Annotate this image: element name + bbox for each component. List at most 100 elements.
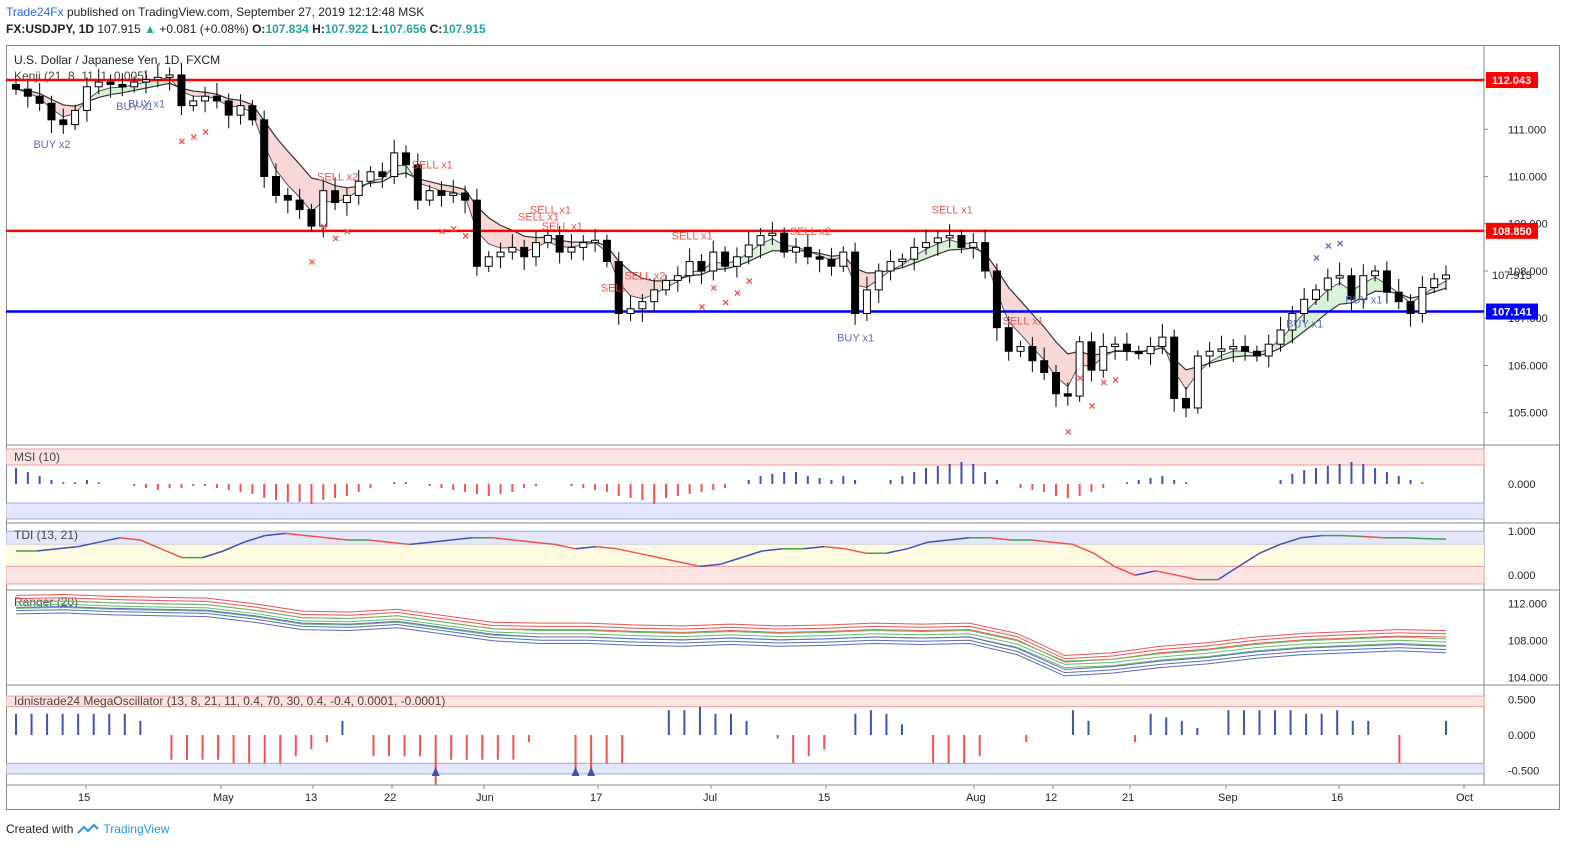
tdi-mid-band xyxy=(6,544,1484,567)
candle-up xyxy=(910,246,919,260)
tdi-line-segment xyxy=(222,541,245,552)
buy-signal-label: BUY x1 xyxy=(1345,295,1382,307)
level-price-tag xyxy=(1486,72,1538,89)
candle-up xyxy=(732,256,741,267)
chart-svg[interactable]: U.S. Dollar / Japanese Yen, 1D, FXCMKenj… xyxy=(5,45,1560,810)
tdi-line-segment xyxy=(451,537,473,541)
candle-up xyxy=(862,289,871,314)
msi-lower-band xyxy=(5,502,1485,520)
chart-area[interactable]: U.S. Dollar / Japanese Yen, 1D, FXCM Kenj… xyxy=(5,45,1560,810)
candle-up xyxy=(685,261,694,277)
candle-up xyxy=(933,237,942,244)
candle-down xyxy=(1252,350,1261,357)
time-tick-label: 15 xyxy=(818,792,830,804)
candle-up xyxy=(969,242,978,248)
tdi-line-segment xyxy=(57,545,79,550)
tdi-line-segment xyxy=(202,550,224,559)
ranger-line xyxy=(15,600,1447,662)
candle-down xyxy=(1134,350,1143,355)
time-tick-label: Oct xyxy=(1456,792,1473,804)
candle-down xyxy=(1028,346,1037,362)
osc-buy-triangle xyxy=(431,766,440,777)
candle-up xyxy=(390,152,399,178)
tdi-line-segment xyxy=(575,545,597,550)
sell-cross-marker: × xyxy=(178,135,185,149)
sell-cross-marker: × xyxy=(734,286,741,300)
candle-down xyxy=(1170,336,1179,399)
candle-down xyxy=(827,258,836,267)
level-price-label: 107.141 xyxy=(1492,307,1532,319)
time-tick-label: 12 xyxy=(1045,792,1057,804)
price-tick-label: 105.000 xyxy=(1508,408,1548,420)
sell-cross-marker: × xyxy=(450,222,457,236)
osc-tick-label: -0.500 xyxy=(1508,765,1539,777)
cloud-segment-up xyxy=(689,238,820,276)
candle-down xyxy=(272,176,280,196)
tdi-line-segment xyxy=(1404,537,1426,540)
candle-up xyxy=(839,251,848,267)
author-link[interactable]: Trade24Fx xyxy=(6,5,64,19)
sell-signal-label: SELL x1 xyxy=(932,205,973,217)
tdi-title: TDI (13, 21) xyxy=(14,528,78,542)
candle-down xyxy=(697,261,706,272)
candle-up xyxy=(1359,275,1368,300)
osc-upper-band xyxy=(5,695,1485,708)
tdi-line-segment xyxy=(554,543,576,550)
sell-cross-marker: × xyxy=(698,300,705,314)
candle-up xyxy=(626,308,635,314)
candle-up xyxy=(886,261,895,272)
tdi-line-segment xyxy=(388,541,410,546)
sell-signal-label: SELL x1 xyxy=(530,205,571,217)
time-tick-label: 17 xyxy=(590,792,602,804)
candle-down xyxy=(224,100,233,116)
footer: Created with TradingView xyxy=(6,822,169,836)
tdi-line-segment xyxy=(1363,535,1384,539)
tdi-line-segment xyxy=(1072,543,1094,554)
candle-up xyxy=(744,244,753,258)
candle-down xyxy=(1052,372,1060,395)
time-tick-label: Jun xyxy=(476,792,494,804)
time-tick-label: 21 xyxy=(1122,792,1134,804)
time-tick-label: 22 xyxy=(384,792,396,804)
candle-up xyxy=(945,235,954,239)
tdi-upper-band xyxy=(5,530,1485,545)
sell-cross-marker: × xyxy=(308,255,315,269)
osc-tick-label: 0.000 xyxy=(1508,730,1536,742)
low-key: L: xyxy=(371,22,383,36)
level-price-tag xyxy=(1486,303,1538,320)
buy-cross-marker: × xyxy=(1313,251,1320,265)
chart-frame xyxy=(6,45,1560,810)
time-tick-label: 16 xyxy=(1331,792,1343,804)
candle-up xyxy=(236,105,245,116)
sell-cross-marker: × xyxy=(746,274,753,288)
ranger-line xyxy=(15,605,1447,670)
tdi-line-segment xyxy=(824,545,846,550)
tdi-line-segment xyxy=(741,550,763,559)
ranger-line xyxy=(15,597,1447,660)
published-text: published on TradingView.com, September … xyxy=(66,5,425,19)
candle-up xyxy=(1264,343,1273,357)
candle-up xyxy=(484,256,493,267)
symbol-label: FX:USDJPY, 1D xyxy=(6,22,95,36)
candle-down xyxy=(378,171,387,178)
osc-lower-band xyxy=(5,762,1485,775)
tdi-lower-band xyxy=(5,565,1485,585)
candle-down xyxy=(981,242,990,272)
candle-up xyxy=(1217,348,1226,352)
sell-cross-marker: × xyxy=(710,281,717,295)
sell-signal-label: SELL x2 xyxy=(790,226,831,238)
sell-cross-marker: × xyxy=(462,229,469,243)
price-tick-label: 111.000 xyxy=(1508,124,1546,136)
candle-up xyxy=(201,95,210,102)
candle-up xyxy=(662,279,670,291)
osc-buy-triangle xyxy=(571,766,580,777)
candle-down xyxy=(1241,346,1250,352)
tradingview-brand[interactable]: TradingView xyxy=(103,822,170,836)
candle-down xyxy=(35,95,44,104)
candle-down xyxy=(248,105,257,121)
tdi-line-segment xyxy=(906,541,929,550)
candle-down xyxy=(59,119,68,126)
tdi-line-segment xyxy=(513,539,535,543)
publish-header: Trade24Fx published on TradingView.com, … xyxy=(6,5,424,19)
tdi-line-segment xyxy=(326,537,348,541)
